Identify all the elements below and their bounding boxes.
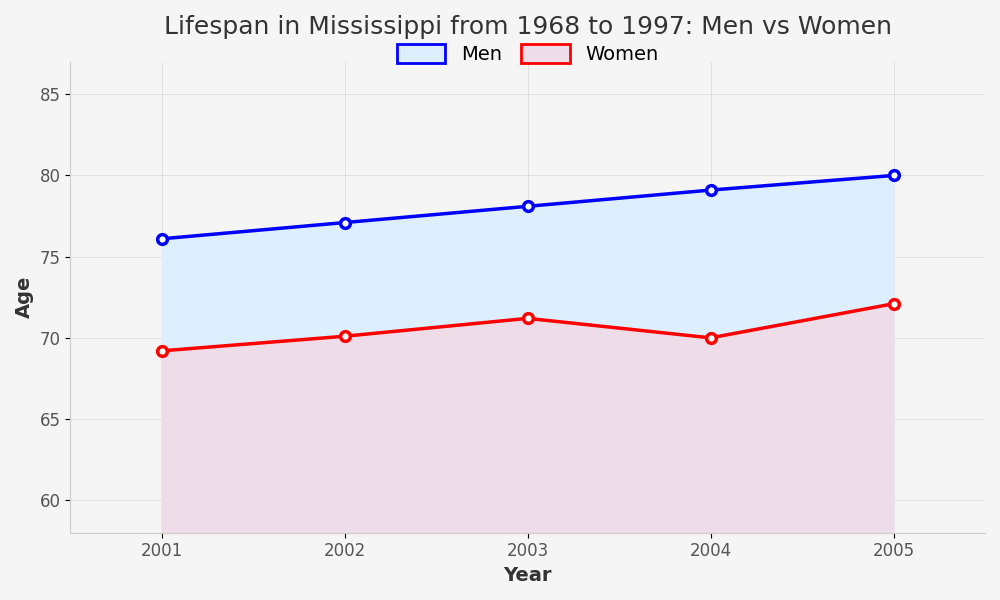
Men	[705, 187, 717, 194]
Women	[888, 300, 900, 307]
Men	[339, 219, 351, 226]
Women	[339, 332, 351, 340]
Line: Women: Women	[157, 299, 898, 356]
Women	[705, 334, 717, 341]
X-axis label: Year: Year	[503, 566, 552, 585]
Women	[156, 347, 168, 355]
Men	[888, 172, 900, 179]
Legend: Men, Women: Men, Women	[387, 34, 668, 74]
Line: Men: Men	[157, 170, 898, 244]
Women	[522, 315, 534, 322]
Men	[156, 235, 168, 242]
Y-axis label: Age: Age	[15, 276, 34, 319]
Title: Lifespan in Mississippi from 1968 to 1997: Men vs Women: Lifespan in Mississippi from 1968 to 199…	[164, 15, 892, 39]
Men	[522, 203, 534, 210]
